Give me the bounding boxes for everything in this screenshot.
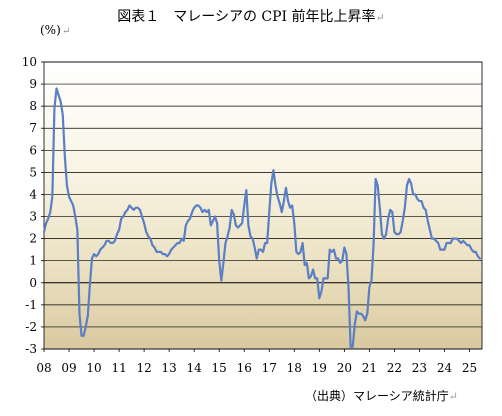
x-tick-label: 18 <box>287 361 302 375</box>
plot-area <box>44 62 482 349</box>
x-tick-label: 09 <box>61 361 76 375</box>
y-tick-label: 6 <box>29 143 37 157</box>
x-tick-label: 08 <box>36 361 51 375</box>
return-mark-icon: ↵ <box>448 390 458 403</box>
x-tick-label: 12 <box>136 361 151 375</box>
y-tick-label: -1 <box>25 298 37 312</box>
x-tick-label: 24 <box>437 361 453 375</box>
y-tick-label: 4 <box>29 187 37 201</box>
y-tick-label: -2 <box>25 320 37 334</box>
x-tick-label: 22 <box>387 361 402 375</box>
y-tick-label: 3 <box>29 210 37 224</box>
y-tick-label: 7 <box>29 121 37 135</box>
y-tick-label: 1 <box>29 254 37 268</box>
x-tick-label: 25 <box>462 361 477 375</box>
y-tick-label: -3 <box>25 342 37 356</box>
x-tick-label: 11 <box>111 361 126 375</box>
series-line-cpi <box>42 87 482 348</box>
x-tick-label: 19 <box>312 361 327 375</box>
x-tick-label: 10 <box>86 361 101 375</box>
x-tick-label: 20 <box>337 361 352 375</box>
x-tick-label: 13 <box>162 361 177 375</box>
y-tick-label: 5 <box>29 165 37 179</box>
x-axis-ticks: 08 09 10 11 12 13 14 15 16 17 18 19 20 21 22 23 24 25 <box>36 349 477 375</box>
y-axis-unit-return-mark-icon: ↵ <box>62 26 70 37</box>
y-tick-label: 9 <box>29 77 37 91</box>
return-mark-icon: ↵ <box>375 11 385 24</box>
x-tick-label: 23 <box>412 361 427 375</box>
x-tick-label: 21 <box>362 361 377 375</box>
x-tick-label: 15 <box>212 361 227 375</box>
y-tick-label: 8 <box>29 99 37 113</box>
grid-lines <box>43 61 483 350</box>
x-tick-label: 16 <box>237 361 252 375</box>
y-tick-label: 2 <box>29 232 37 246</box>
source-note: （出典）マレーシア統計庁↵ <box>305 389 458 403</box>
x-tick-label: 14 <box>187 361 203 375</box>
chart-title: 図表１ マレーシアの CPI 前年比上昇率↵ <box>117 9 385 25</box>
plot-frame <box>43 61 483 350</box>
y-axis-unit-label: (%) <box>40 23 61 37</box>
series-layer <box>42 87 482 348</box>
y-tick-label: 10 <box>22 55 37 69</box>
y-tick-label: 0 <box>29 276 37 290</box>
x-tick-label: 17 <box>262 361 277 375</box>
